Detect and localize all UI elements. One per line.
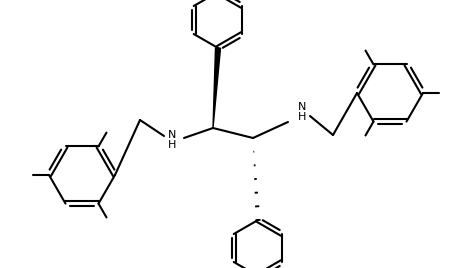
- Text: N
H: N H: [168, 131, 176, 150]
- Polygon shape: [213, 48, 220, 128]
- Text: N
H: N H: [298, 102, 306, 122]
